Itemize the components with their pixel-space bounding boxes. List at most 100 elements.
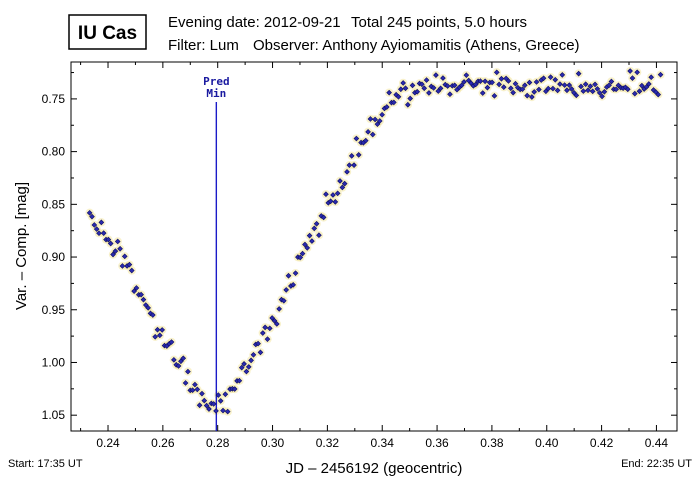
data-point xyxy=(533,79,540,85)
predicted-minimum-label-bg xyxy=(199,74,234,100)
data-point xyxy=(220,407,226,414)
data-point xyxy=(126,261,133,268)
x-tick-label: 0.32 xyxy=(316,436,340,450)
data-point xyxy=(299,250,306,257)
data-point xyxy=(568,86,575,92)
data-point xyxy=(210,401,217,407)
data-point xyxy=(529,94,535,100)
data-point xyxy=(194,386,201,393)
data-point xyxy=(222,391,229,398)
data-point xyxy=(376,118,383,124)
data-point xyxy=(330,192,336,198)
data-point xyxy=(383,104,390,110)
data-point xyxy=(266,325,273,332)
x-tick-label: 0.26 xyxy=(151,436,175,450)
data-point xyxy=(133,285,140,291)
data-point xyxy=(447,91,453,98)
data-point xyxy=(341,180,348,187)
data-point xyxy=(477,78,484,84)
data-point xyxy=(421,85,428,92)
y-tick-label: 1.00 xyxy=(42,355,66,369)
data-point xyxy=(259,330,266,336)
data-point xyxy=(241,361,247,367)
y-tick-label: 0.75 xyxy=(42,92,66,106)
data-point xyxy=(379,111,385,118)
data-point xyxy=(405,101,411,108)
x-axis-label: JD – 2456192 (geocentric) xyxy=(286,460,463,477)
data-point xyxy=(152,333,158,340)
data-point xyxy=(157,332,163,339)
data-point xyxy=(512,80,519,87)
data-point xyxy=(423,77,430,83)
x-tick-label: 0.34 xyxy=(371,436,395,450)
data-point xyxy=(276,306,282,312)
data-point xyxy=(355,152,362,158)
data-point xyxy=(479,90,486,96)
data-point xyxy=(154,326,161,333)
data-point xyxy=(430,85,437,91)
data-point xyxy=(496,81,502,88)
data-point xyxy=(536,86,542,93)
y-tick-label: 0.85 xyxy=(42,197,66,211)
data-point xyxy=(147,310,154,317)
data-point xyxy=(309,238,315,244)
x-tick-label: 0.24 xyxy=(96,436,120,450)
start-time: Start: 17:35 UT xyxy=(8,458,83,470)
data-point xyxy=(302,241,308,248)
data-point xyxy=(107,240,114,247)
data-point xyxy=(608,78,615,85)
data-point xyxy=(290,282,297,288)
data-point xyxy=(128,267,135,274)
data-point xyxy=(510,89,516,96)
data-point xyxy=(524,92,531,99)
data-point xyxy=(274,321,280,327)
data-point xyxy=(217,398,224,404)
data-point xyxy=(639,82,645,89)
data-point xyxy=(285,272,292,279)
data-point xyxy=(348,153,355,159)
data-point xyxy=(531,89,538,95)
filter-label: Filter: Lum xyxy=(168,37,239,54)
plot-frame xyxy=(70,61,678,432)
data-point xyxy=(575,70,582,77)
data-point xyxy=(91,222,98,228)
data-point xyxy=(353,135,360,142)
star-name-box xyxy=(68,14,147,50)
data-point xyxy=(374,121,381,127)
data-point xyxy=(550,85,556,92)
data-point xyxy=(419,81,425,88)
data-point xyxy=(346,162,353,169)
data-point xyxy=(304,245,311,251)
data-point xyxy=(327,198,334,205)
data-point xyxy=(592,81,598,88)
data-point xyxy=(461,79,467,85)
data-point xyxy=(250,351,257,358)
data-point xyxy=(86,210,93,216)
data-point xyxy=(100,230,107,236)
data-point xyxy=(175,363,182,369)
data-point xyxy=(201,397,208,404)
total-points: Total 245 points, 5.0 hours xyxy=(351,14,527,31)
data-point xyxy=(206,406,212,412)
data-point xyxy=(264,336,271,342)
data-point xyxy=(643,84,650,90)
data-point xyxy=(599,93,605,100)
data-point xyxy=(203,402,210,409)
data-point xyxy=(215,392,222,398)
data-point xyxy=(557,81,563,87)
data-point xyxy=(390,99,397,106)
data-point xyxy=(199,390,205,397)
data-point xyxy=(159,327,166,333)
data-point xyxy=(262,324,268,331)
data-point xyxy=(624,86,631,93)
data-point xyxy=(105,236,112,243)
data-point xyxy=(444,83,451,89)
data-point xyxy=(554,87,561,94)
predicted-minimum-label-pred: Pred xyxy=(203,75,230,88)
data-point xyxy=(585,87,591,94)
data-point xyxy=(248,357,254,364)
data-point xyxy=(589,88,596,95)
data-point xyxy=(180,355,187,362)
data-point xyxy=(493,69,500,76)
